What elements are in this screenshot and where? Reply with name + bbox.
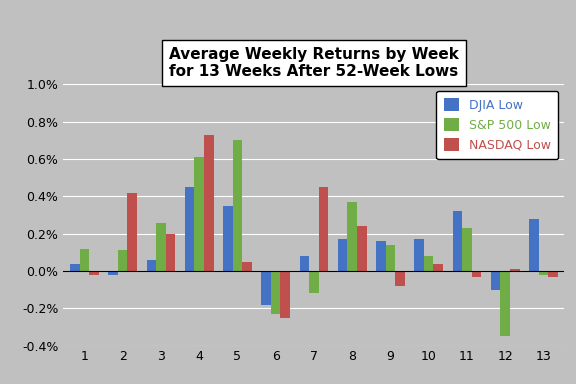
Bar: [166, 234, 175, 271]
Bar: [309, 271, 319, 293]
Bar: [223, 206, 233, 271]
Bar: [89, 271, 98, 275]
Bar: [242, 262, 252, 271]
Bar: [510, 269, 520, 271]
Bar: [453, 211, 462, 271]
Bar: [271, 271, 281, 314]
Bar: [300, 256, 309, 271]
Bar: [472, 271, 482, 276]
Bar: [185, 187, 194, 271]
Bar: [204, 135, 214, 271]
Bar: [233, 141, 242, 271]
Bar: [386, 245, 395, 271]
Bar: [501, 271, 510, 336]
Bar: [146, 260, 156, 271]
Bar: [347, 202, 357, 271]
Bar: [414, 239, 424, 271]
Bar: [70, 263, 79, 271]
Bar: [548, 271, 558, 276]
Bar: [108, 271, 118, 275]
Bar: [395, 271, 405, 286]
Bar: [376, 241, 386, 271]
Bar: [462, 228, 472, 271]
Bar: [424, 256, 434, 271]
Bar: [539, 271, 548, 275]
Bar: [281, 271, 290, 318]
Bar: [156, 222, 166, 271]
Bar: [319, 187, 328, 271]
Bar: [194, 157, 204, 271]
Bar: [79, 248, 89, 271]
Bar: [434, 263, 443, 271]
Legend: DJIA Low, S&P 500 Low, NASDAQ Low: DJIA Low, S&P 500 Low, NASDAQ Low: [436, 91, 558, 159]
Title: Average Weekly Returns by Week
for 13 Weeks After 52-Week Lows: Average Weekly Returns by Week for 13 We…: [169, 47, 459, 79]
Bar: [529, 219, 539, 271]
Bar: [357, 226, 366, 271]
Bar: [127, 193, 137, 271]
Bar: [338, 239, 347, 271]
Bar: [118, 250, 127, 271]
Bar: [491, 271, 501, 290]
Bar: [262, 271, 271, 305]
